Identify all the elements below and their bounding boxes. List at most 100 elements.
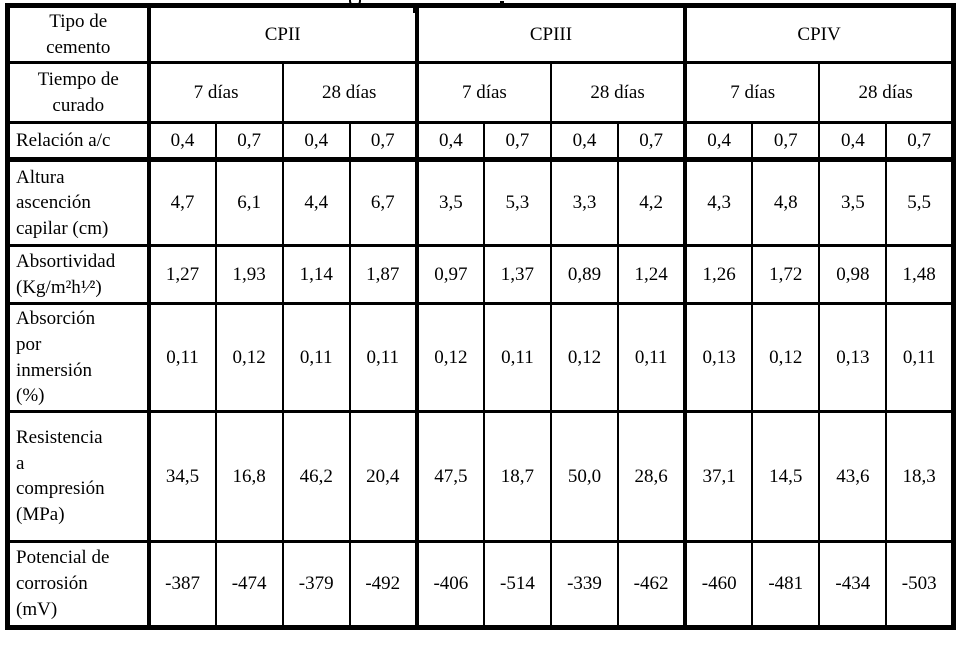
value-cell: 0,12 (549, 302, 620, 413)
value-cell: 0,12 (751, 302, 821, 413)
row-header-line: curado (52, 94, 105, 116)
wc-ratio-cell: 0,7 (214, 121, 284, 163)
cement-type-cell: CPIV (683, 4, 955, 65)
row-header-compressive-strength: Resistencia a compresión (MPa) (6, 409, 151, 543)
value-cell: -406 (414, 539, 485, 629)
value-cell: 3,5 (414, 158, 485, 248)
row-header-line: (mV) (16, 598, 58, 620)
curing-time-cell: 7 días (146, 61, 284, 125)
value-cell: 1,72 (751, 244, 821, 306)
value-cell: 6,7 (348, 158, 418, 248)
curing-time-cell: 28 días (281, 61, 418, 125)
wc-ratio-cell: 0,4 (146, 121, 217, 163)
cropped-caption-fragment (500, 1, 504, 4)
value-cell: 3,3 (549, 158, 620, 248)
value-cell: 50,0 (549, 409, 620, 543)
value-cell: -460 (683, 539, 754, 629)
value-cell: 0,12 (214, 302, 284, 413)
value-cell: 34,5 (146, 409, 217, 543)
value-cell: 18,7 (482, 409, 552, 543)
value-cell: 0,98 (818, 244, 888, 306)
row-header-curing-time: Tiempo de curado (6, 61, 151, 125)
value-cell: 0,11 (348, 302, 418, 413)
row-header-line: a (16, 452, 25, 474)
curing-time-cell: 28 días (549, 61, 687, 125)
wc-ratio-cell: 0,7 (348, 121, 418, 163)
table-row-curing-time: Tiempo de curado 7 días 28 días 7 días 2… (6, 61, 955, 125)
value-cell: 1,26 (683, 244, 754, 306)
row-header-line: Tipo de (49, 11, 108, 32)
row-header-cement-type: Tipo de cemento (6, 4, 151, 65)
value-cell: -492 (348, 539, 418, 629)
value-cell: 5,5 (885, 158, 955, 248)
row-header-line: (Kg/m²h¹⁄²) (16, 276, 102, 298)
table-row-compressive-strength: Resistencia a compresión (MPa) 34,5 16,8… (6, 409, 955, 543)
row-header-line: ascención (16, 192, 91, 214)
value-cell: 1,87 (348, 244, 418, 306)
value-cell: 47,5 (414, 409, 485, 543)
value-cell: 0,11 (482, 302, 552, 413)
row-header-capillary-height: Altura ascención capilar (cm) (6, 158, 151, 248)
curing-time-cell: 7 días (414, 61, 552, 125)
row-header-line: Potencial de (16, 547, 110, 569)
row-header-immersion-absorption: Absorción por inmersión (%) (6, 302, 151, 413)
value-cell: 1,93 (214, 244, 284, 306)
value-cell: 1,27 (146, 244, 217, 306)
value-cell: 6,1 (214, 158, 284, 248)
table-row-wc-ratio: Relación a/c 0,4 0,7 0,4 0,7 0,4 0,7 0,4… (6, 121, 955, 163)
value-cell: 28,6 (617, 409, 687, 543)
row-header-wc-ratio: Relación a/c (6, 121, 151, 163)
value-cell: 14,5 (751, 409, 821, 543)
wc-ratio-cell: 0,7 (482, 121, 552, 163)
value-cell: -379 (281, 539, 351, 629)
wc-ratio-cell: 0,4 (549, 121, 620, 163)
row-header-corrosion-potential: Potencial de corrosión (mV) (6, 539, 151, 629)
value-cell: -339 (549, 539, 620, 629)
row-header-line: (%) (16, 385, 45, 407)
row-header-line: compresión (16, 478, 105, 500)
value-cell: 0,13 (683, 302, 754, 413)
row-header-line: cemento (46, 36, 111, 58)
table-row-capillary-height: Altura ascención capilar (cm) 4,7 6,1 4,… (6, 158, 955, 248)
value-cell: 0,11 (617, 302, 687, 413)
row-header-line: (MPa) (16, 503, 65, 525)
value-cell: -503 (885, 539, 955, 629)
row-header-line: Tiempo de (37, 69, 119, 91)
value-cell: 4,8 (751, 158, 821, 248)
value-cell: 5,3 (482, 158, 552, 248)
value-cell: -514 (482, 539, 552, 629)
value-cell: 37,1 (683, 409, 754, 543)
row-header-line: por (16, 333, 42, 355)
row-header-absorptivity: Absortividad (Kg/m²h¹⁄²) (6, 244, 151, 306)
value-cell: -434 (818, 539, 888, 629)
cement-type-cell: CPIII (414, 4, 687, 65)
row-header-line: Absortividad (16, 251, 116, 273)
value-cell: 0,89 (549, 244, 620, 306)
value-cell: 4,7 (146, 158, 217, 248)
value-cell: 1,37 (482, 244, 552, 306)
table-row-immersion-absorption: Absorción por inmersión (%) 0,11 0,12 0,… (6, 302, 955, 413)
value-cell: -387 (146, 539, 217, 629)
value-cell: 4,2 (617, 158, 687, 248)
row-header-line: Absorción (16, 308, 96, 330)
table-row-corrosion-potential: Potencial de corrosión (mV) -387 -474 -3… (6, 539, 955, 629)
value-cell: -481 (751, 539, 821, 629)
value-cell: 0,12 (414, 302, 485, 413)
wc-ratio-cell: 0,7 (885, 121, 955, 163)
value-cell: 3,5 (818, 158, 888, 248)
value-cell: 0,11 (885, 302, 955, 413)
wc-ratio-cell: 0,4 (414, 121, 485, 163)
value-cell: 1,14 (281, 244, 351, 306)
value-cell: 43,6 (818, 409, 888, 543)
row-header-line: capilar (cm) (16, 218, 109, 240)
value-cell: 0,97 (414, 244, 485, 306)
row-header-line: inmersión (16, 359, 92, 381)
value-cell: 4,4 (281, 158, 351, 248)
value-cell: 16,8 (214, 409, 284, 543)
value-cell: 18,3 (885, 409, 955, 543)
row-header-line: Altura (16, 166, 65, 188)
value-cell: 1,48 (885, 244, 955, 306)
value-cell: 20,4 (348, 409, 418, 543)
curing-time-cell: 7 días (683, 61, 821, 125)
